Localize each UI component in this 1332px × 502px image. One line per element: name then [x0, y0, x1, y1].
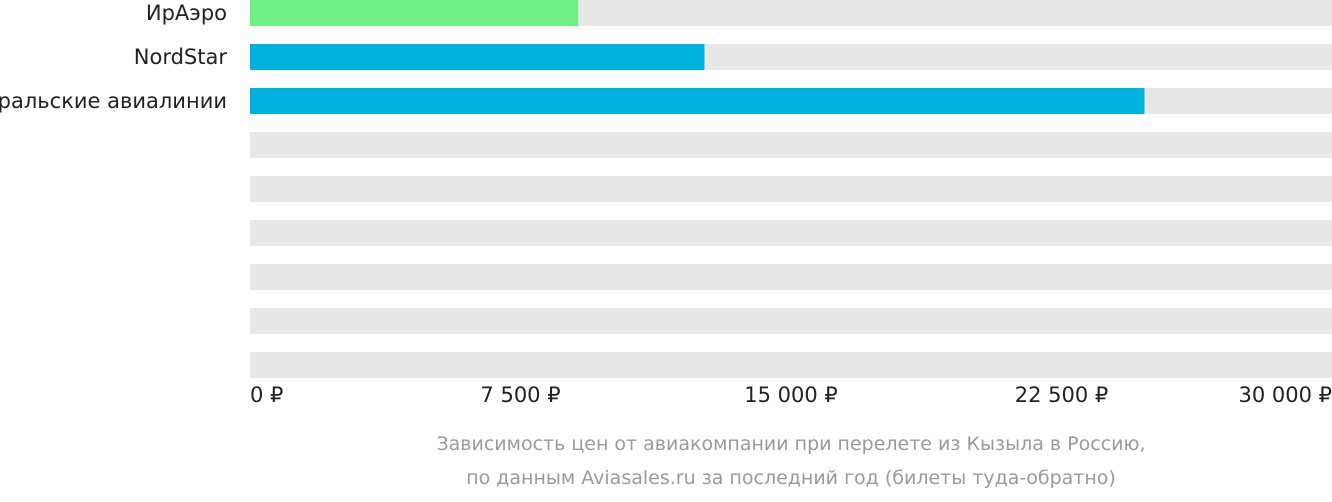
category-label: Уральские авиалинии: [0, 89, 227, 113]
caption-line-2: по данным Aviasales.ru за последний год …: [466, 467, 1116, 489]
category-label: ИрАэро: [146, 1, 227, 25]
bar-tracks: [250, 0, 1332, 378]
bar-track: [250, 220, 1332, 246]
bar-track: [250, 132, 1332, 158]
bars: [250, 0, 1145, 114]
category-label: NordStar: [134, 45, 228, 69]
x-tick-label: 30 000 ₽: [1238, 383, 1332, 407]
bar: [250, 0, 579, 26]
bar-track: [250, 352, 1332, 378]
category-labels: ИрАэро NordStar Уральские авиалинии: [0, 1, 227, 113]
x-tick-label: 0 ₽: [250, 383, 283, 407]
bar: [250, 88, 1145, 114]
bar-track: [250, 308, 1332, 334]
x-tick-label: 7 500 ₽: [480, 383, 560, 407]
x-tick-label: 15 000 ₽: [744, 383, 838, 407]
x-axis-tick-labels: 0 ₽ 7 500 ₽ 15 000 ₽ 22 500 ₽ 30 000 ₽: [250, 383, 1332, 407]
x-tick-label: 22 500 ₽: [1015, 383, 1109, 407]
bar-track: [250, 176, 1332, 202]
caption-line-1: Зависимость цен от авиакомпании при пере…: [436, 433, 1146, 455]
bar-track: [250, 264, 1332, 290]
bar: [250, 44, 705, 70]
